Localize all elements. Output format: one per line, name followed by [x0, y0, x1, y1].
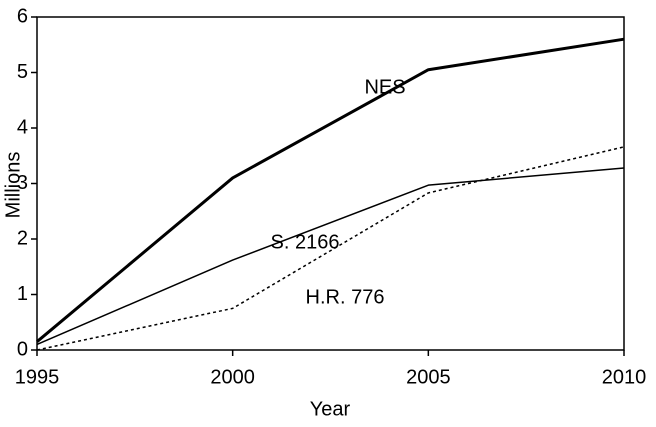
y-tick-label: 4 [17, 116, 28, 138]
x-tick-label: 2010 [602, 366, 647, 388]
y-tick-label: 6 [17, 5, 28, 27]
y-tick-label: 0 [17, 338, 28, 360]
y-axis-label: Millions [2, 152, 24, 219]
x-axis-label: Year [310, 398, 351, 420]
x-tick-label: 2000 [210, 366, 255, 388]
y-tick-label: 1 [17, 283, 28, 305]
x-tick-label: 1995 [15, 366, 60, 388]
series-line [36, 167, 625, 346]
series-label: H.R. 776 [306, 286, 385, 308]
series-label: NES [364, 76, 405, 98]
series-line [36, 146, 625, 351]
series-line [36, 37, 625, 343]
y-tick-label: 2 [17, 227, 28, 249]
y-tick-label: 3 [17, 172, 28, 194]
series-label: S. 2166 [271, 231, 340, 253]
x-tick-label: 2005 [406, 366, 451, 388]
y-tick-label: 5 [17, 61, 28, 83]
